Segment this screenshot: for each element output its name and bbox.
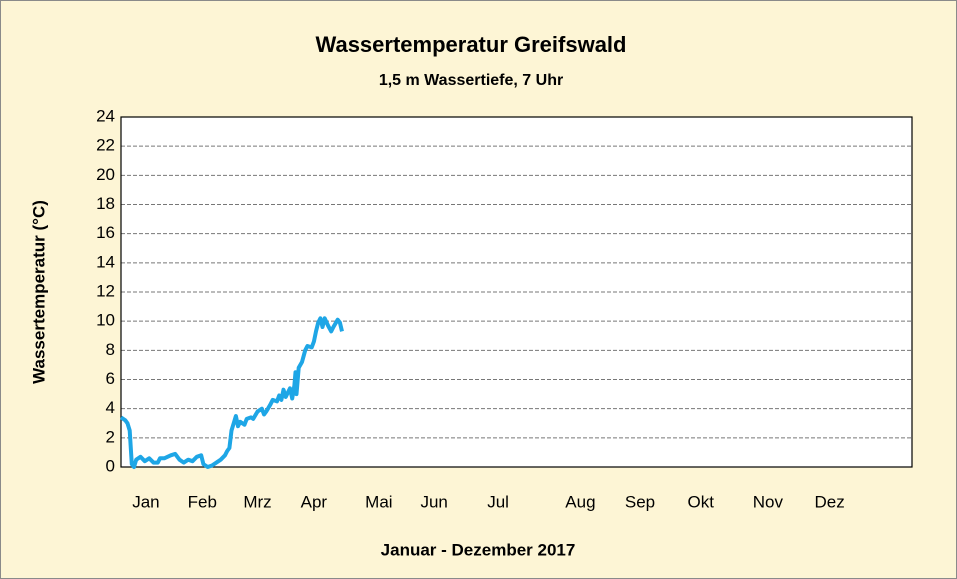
y-tick-label: 2 — [106, 427, 115, 446]
y-tick-label: 12 — [96, 281, 115, 300]
plot-border — [120, 116, 913, 468]
x-tick-label: Nov — [753, 492, 784, 511]
x-tick-label: Jan — [132, 492, 159, 511]
x-tick-label: Mrz — [243, 492, 271, 511]
x-tick-label: Jun — [420, 492, 447, 511]
plot-area — [121, 117, 912, 467]
y-tick-label: 18 — [96, 194, 115, 213]
x-tick-label: Jul — [487, 492, 509, 511]
y-tick-label: 14 — [96, 252, 115, 271]
chart-subtitle: 1,5 m Wassertiefe, 7 Uhr — [379, 72, 563, 89]
y-tick-label: 24 — [96, 106, 115, 125]
y-tick-label: 6 — [106, 369, 115, 388]
x-tick-label: Okt — [687, 492, 714, 511]
y-axis-label: Wassertemperatur (°C) — [29, 200, 48, 384]
x-tick-label: Mai — [365, 492, 392, 511]
y-tick-label: 20 — [96, 165, 115, 184]
y-tick-label: 10 — [96, 311, 115, 330]
x-tick-label: Feb — [188, 492, 217, 511]
x-tick-label: Sep — [625, 492, 655, 511]
y-tick-label: 16 — [96, 223, 115, 242]
x-tick-label: Apr — [301, 492, 328, 511]
y-tick-label: 0 — [106, 456, 115, 475]
y-tick-label: 4 — [106, 398, 115, 417]
y-tick-label: 22 — [96, 136, 115, 155]
x-axis-label: Januar - Dezember 2017 — [381, 540, 576, 559]
data-line — [119, 316, 344, 469]
chart-title: Wassertemperatur Greifswald — [316, 32, 627, 57]
y-tick-label: 8 — [106, 340, 115, 359]
x-tick-label: Dez — [815, 492, 845, 511]
x-tick-label: Aug — [565, 492, 595, 511]
